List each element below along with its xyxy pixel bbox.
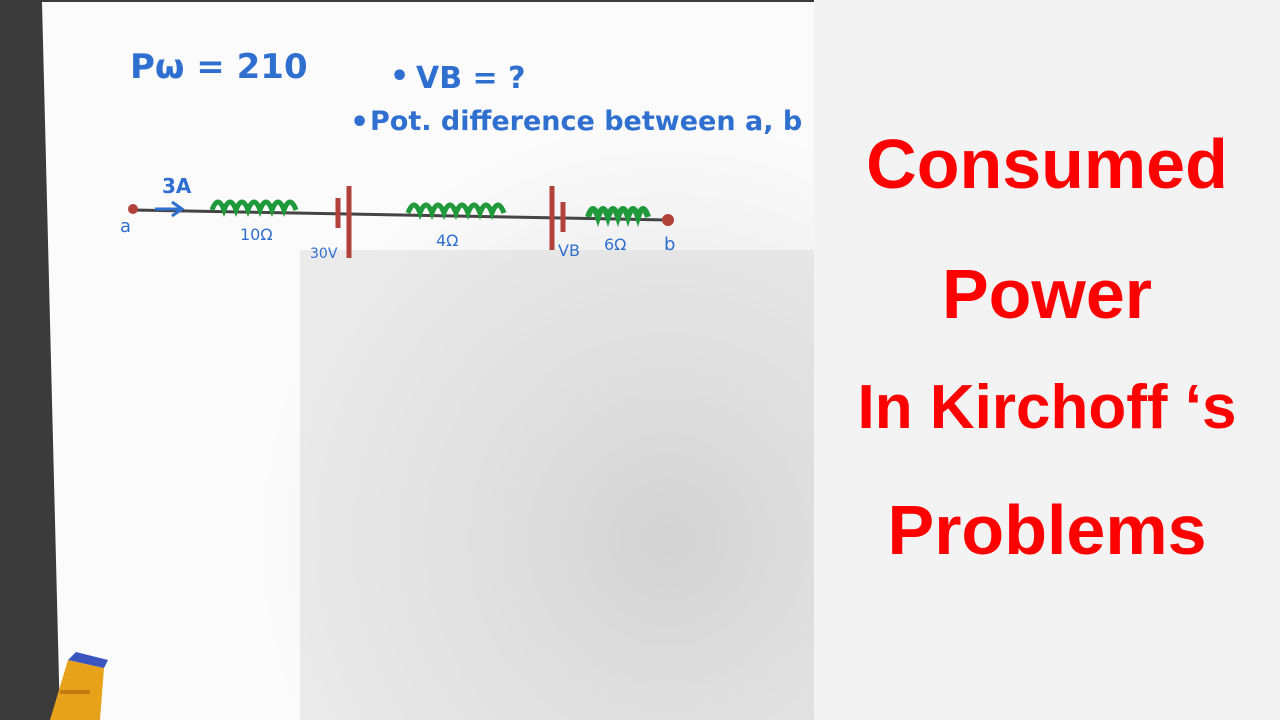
node-b-dot [662,214,674,226]
note-vb-question: VB = ? [416,61,526,96]
battery-1-label: 30V [310,246,338,262]
node-b-label: b [664,234,675,255]
whiteboard-photo: Pω = 210 • VB = ? • Pot. difference betw… [0,0,814,720]
battery-2-label: VB [558,241,580,260]
photo-drawing: Pω = 210 • VB = ? • Pot. difference betw… [42,2,814,720]
resistor-10-ohm-icon [209,199,299,218]
title-line-power: Power [941,255,1153,333]
resistor-4-ohm-icon [405,202,507,221]
note-potential-question: Pot. difference between a, b [370,106,802,137]
current-label: 3A [162,174,192,198]
resistor-3-label: 6Ω [604,235,626,254]
title-line-problems: Problems [887,491,1207,569]
pencil-icon [50,652,108,720]
note-power: Pω = 210 [130,47,308,87]
note-bullet-2: • [350,105,369,140]
resistor-1-label: 10Ω [240,225,273,244]
title-panel: Consumed Power In Kirchoff ‘s Problems [814,0,1280,720]
paper-shadow [230,120,814,720]
title-line-kirchoff: In Kirchoff ‘s [857,373,1237,442]
note-bullet-1: • [390,59,409,94]
title-line-consumed: Consumed [866,125,1228,203]
resistor-6-ohm-icon [585,206,651,228]
node-a-label: a [120,216,131,237]
resistor-2-label: 4Ω [436,231,458,250]
paper-shadow-core [300,250,814,720]
node-a-dot [128,204,138,214]
current-arrow-icon [155,200,185,218]
